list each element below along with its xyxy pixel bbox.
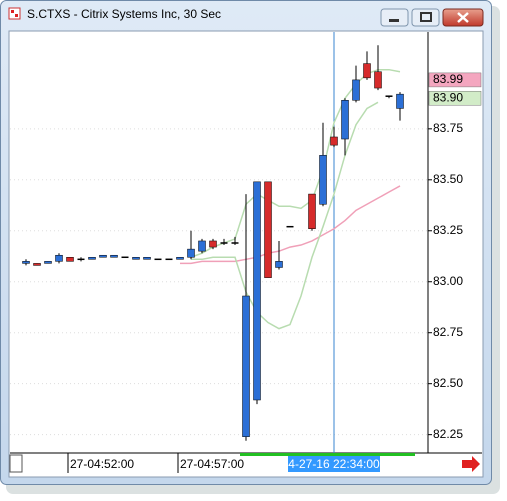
indicator-line <box>180 185 401 265</box>
indicator-line <box>191 101 379 330</box>
range-indicator <box>240 453 415 456</box>
candle-body <box>33 263 41 266</box>
candle-body <box>187 248 195 258</box>
y-tick-label: 83.75 <box>433 121 463 135</box>
candle-body <box>275 261 283 268</box>
candle-body <box>110 254 118 258</box>
candle-body <box>176 257 184 260</box>
candle-body <box>341 100 349 140</box>
candle-body <box>374 71 382 89</box>
scroll-box[interactable] <box>9 454 23 473</box>
candle-body <box>319 155 327 205</box>
window-title: S.CTXS - Citrix Systems Inc, 30 Sec <box>27 7 221 21</box>
y-tick-label: 83.25 <box>433 223 463 237</box>
y-tick-label: 83.00 <box>433 274 463 288</box>
cursor-time-label: 4-27-16 22:34:00 <box>288 457 380 471</box>
candle-body <box>253 181 261 401</box>
price-tag-label: 83.99 <box>433 72 463 86</box>
candle-body <box>352 79 360 101</box>
candle-body <box>330 136 338 146</box>
cursor-time-box <box>288 456 380 472</box>
maximize-button[interactable] <box>411 8 440 27</box>
candle-body <box>143 257 151 260</box>
minimize-button[interactable] <box>380 8 409 27</box>
x-tick-label: 27-04:52:00 <box>70 457 134 471</box>
y-tick-label: 82.50 <box>433 376 463 390</box>
candle-body <box>44 261 52 264</box>
candle-body <box>66 257 74 262</box>
candle-body <box>396 93 404 109</box>
scroll-right-arrow[interactable] <box>462 456 480 472</box>
candle-body <box>88 257 96 260</box>
candle-body <box>242 295 250 437</box>
app-icon <box>8 7 21 20</box>
y-tick-label: 82.75 <box>433 325 463 339</box>
candle-body <box>209 240 217 248</box>
candle-body <box>363 63 371 79</box>
price-tag-label: 83.90 <box>433 90 463 104</box>
price-tag <box>428 72 482 88</box>
candle-body <box>22 261 30 264</box>
y-tick-label: 82.25 <box>433 427 463 441</box>
candle-body <box>132 257 140 260</box>
candle-body <box>55 254 63 262</box>
candle-body <box>308 193 316 229</box>
candle-body <box>264 181 272 278</box>
candle-body <box>99 254 107 258</box>
candle-body <box>198 240 206 252</box>
x-tick-label: 27-04:57:00 <box>180 457 244 471</box>
y-tick-label: 83.50 <box>433 172 463 186</box>
price-tag <box>428 90 482 106</box>
